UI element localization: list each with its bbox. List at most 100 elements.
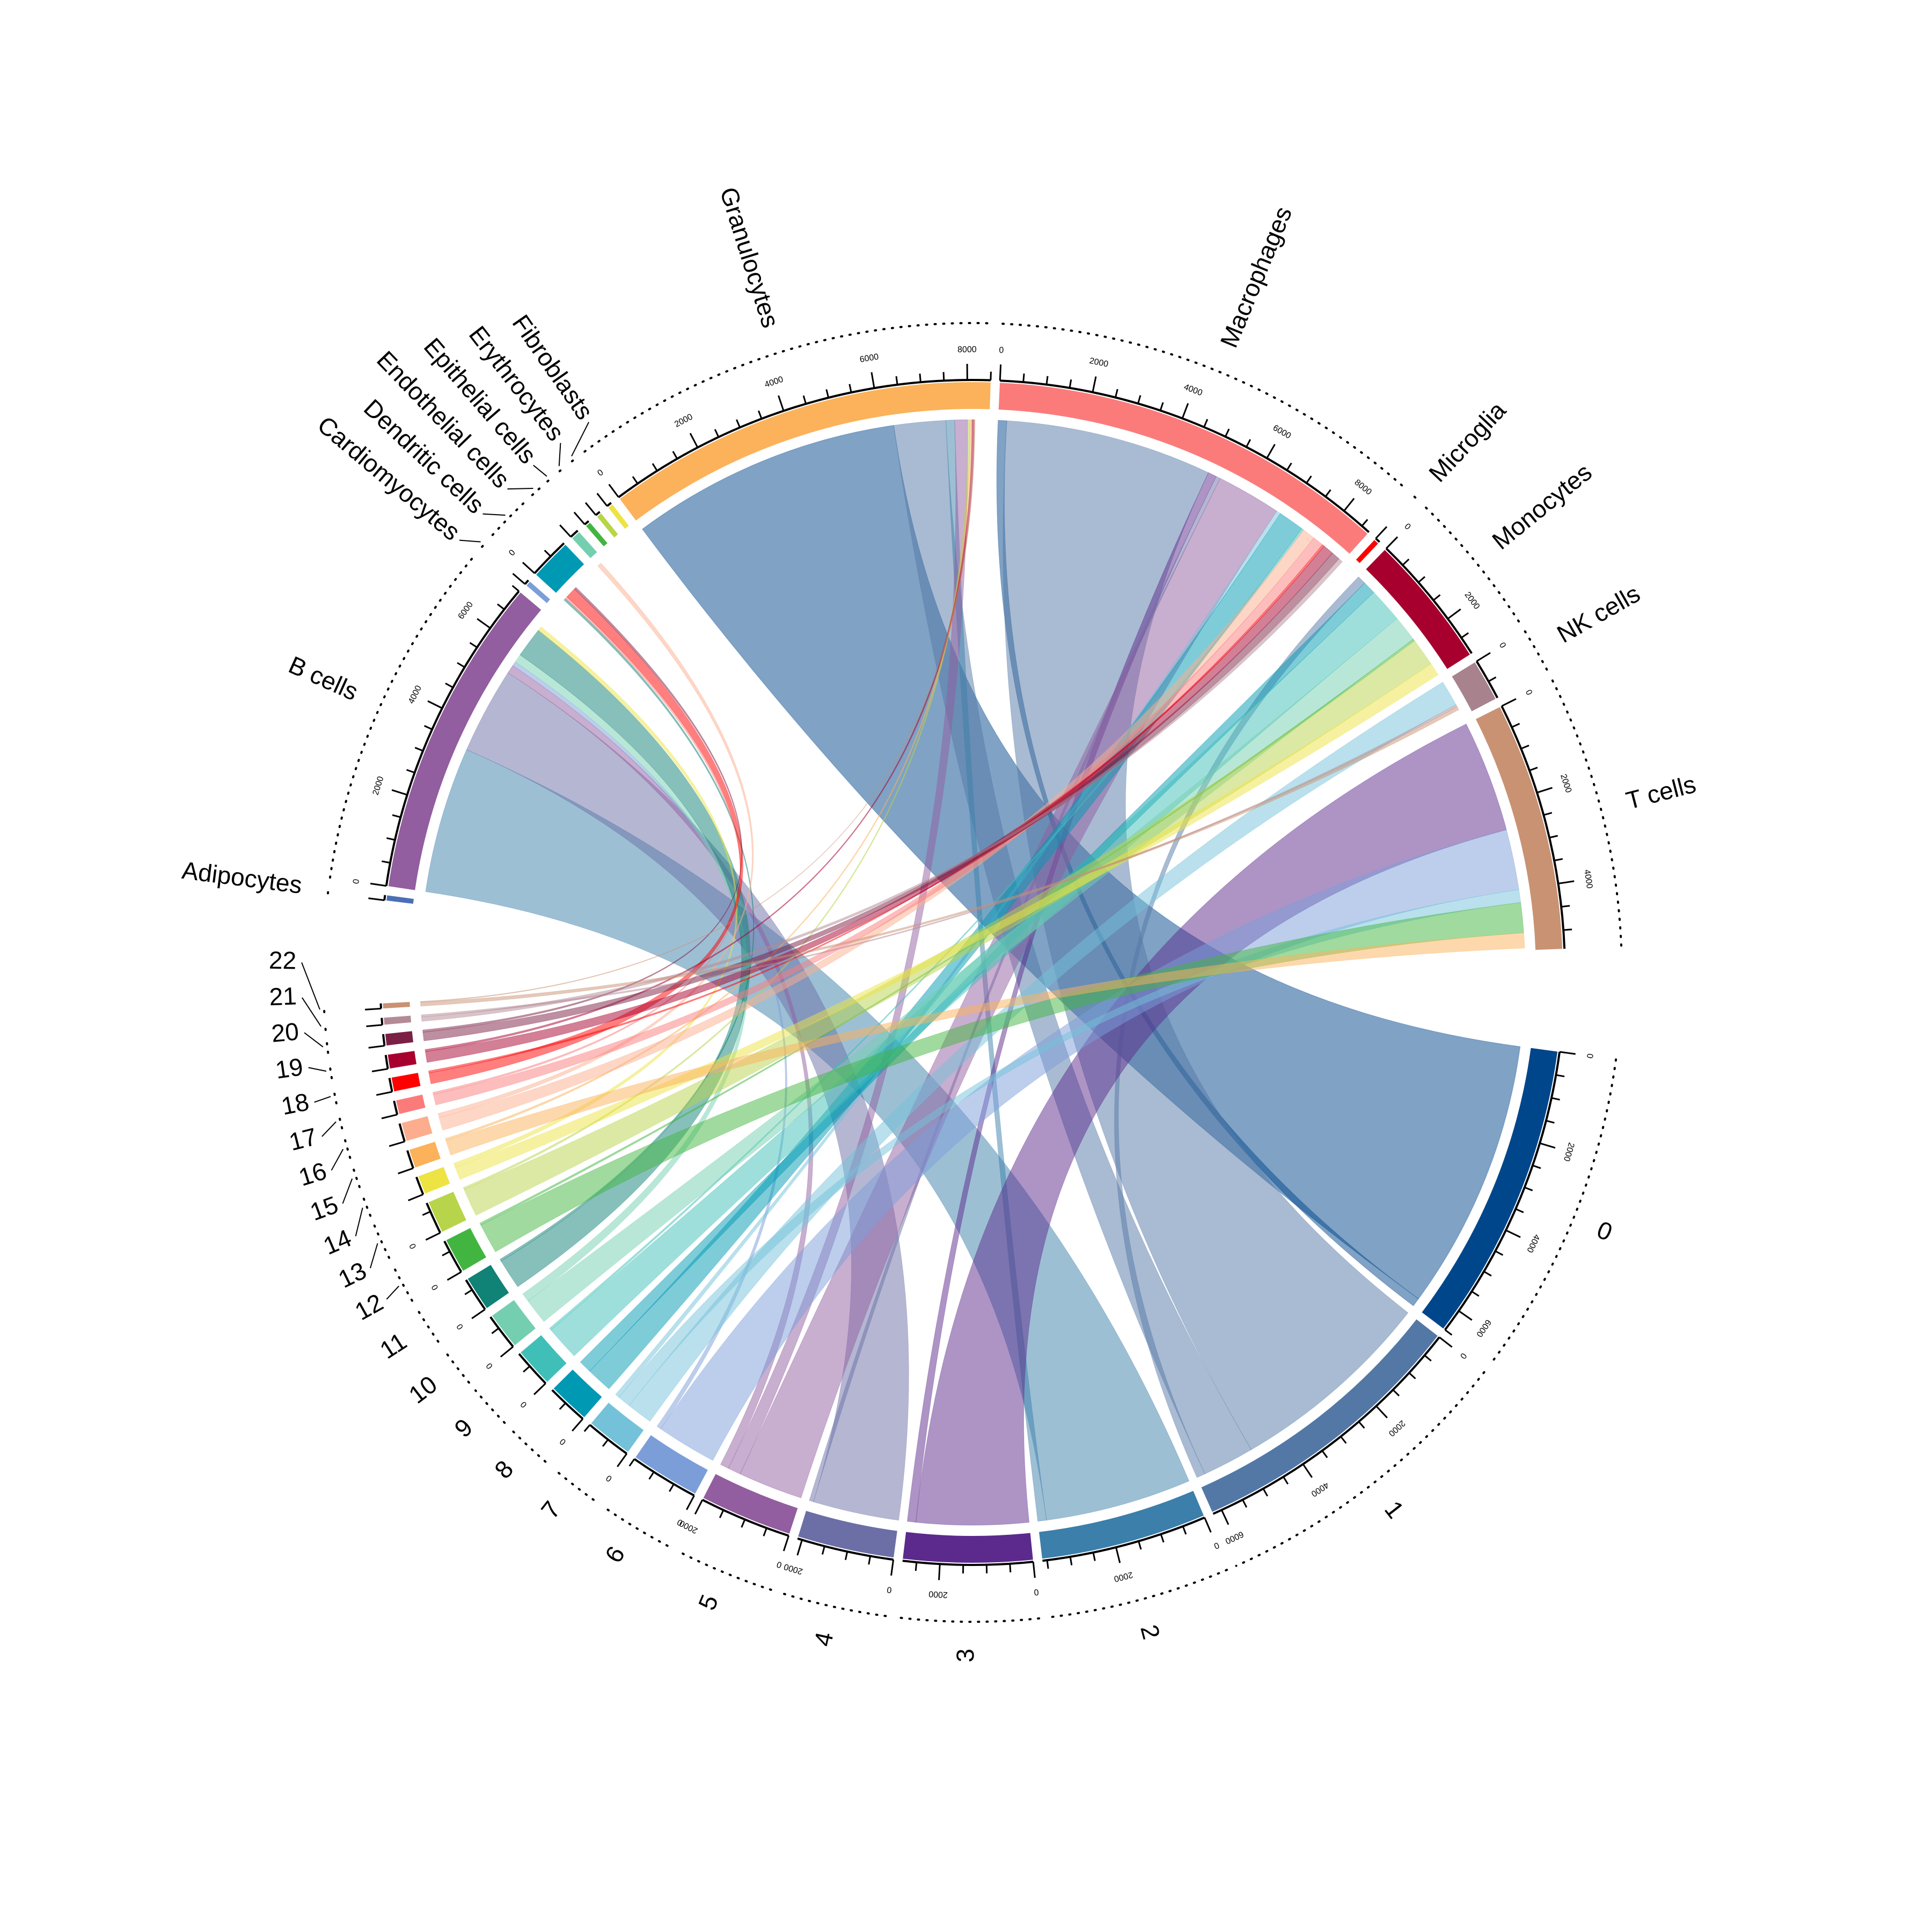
sector-arc [798, 1511, 897, 1558]
sector-arc [553, 1370, 602, 1417]
tick-label: 2000 [1558, 773, 1573, 794]
link-3-macrophages [906, 472, 1217, 1523]
sector-arc [597, 513, 618, 538]
link-11-b-cells [500, 630, 751, 1287]
axis-tick [1092, 376, 1097, 393]
axis-tick [802, 395, 807, 404]
tick-label: 0 [558, 1437, 568, 1447]
sector-6: 0 [601, 1435, 708, 1547]
axis-tick [686, 1495, 695, 1510]
sector-axis [606, 502, 612, 507]
axis-tick [398, 1167, 414, 1175]
sector-label-20: 20 [270, 1017, 300, 1047]
tick-label: 0 [1212, 1540, 1220, 1550]
tick-label: 0 [352, 879, 361, 884]
axis-tick [1549, 835, 1558, 839]
sector-21 [324, 1015, 412, 1031]
axis-tick [544, 550, 552, 557]
sector-16 [343, 1116, 433, 1159]
axis-tick [1536, 787, 1553, 794]
axis-tick [408, 1194, 423, 1202]
sector-15 [352, 1141, 441, 1188]
axis-tick [1159, 402, 1164, 411]
link-21-macrophages [421, 558, 1343, 1022]
link-17-macrophages [433, 537, 1323, 1106]
tick-label: 2000 [1462, 590, 1481, 611]
percent-ring [510, 1429, 547, 1463]
axis-tick [895, 376, 898, 385]
axis-tick [381, 1114, 398, 1119]
tick-label: 0 [507, 548, 517, 558]
axis-tick [477, 618, 491, 629]
link-13-monocytes [464, 640, 1432, 1216]
sector-label-7: 7 [536, 1496, 566, 1524]
sector-2: 0 2000 [1039, 1491, 1228, 1619]
tick-label: 4000 [407, 684, 423, 706]
percent-ring [1001, 323, 1408, 491]
percent-ring [325, 1039, 330, 1054]
axis-tick [445, 683, 453, 689]
axis-tick [497, 603, 505, 610]
sector-dendritic-cells: 0 [491, 501, 584, 593]
axis-tick [1375, 526, 1388, 539]
percent-ring [323, 1005, 326, 1013]
sector-8: 0 [510, 1370, 602, 1463]
sector-arc [1452, 662, 1496, 712]
link-16-macrophages [438, 529, 1315, 1131]
axis-tick [736, 419, 741, 428]
sector-fibroblasts [570, 456, 629, 529]
sector-arc [383, 1001, 410, 1009]
axis-tick [1458, 1310, 1473, 1321]
sector-microglia [1356, 495, 1420, 564]
axis-tick [648, 1471, 655, 1480]
axis-tick [1524, 1187, 1533, 1191]
label-leader-line [314, 1096, 331, 1103]
label-leader-line [459, 539, 481, 543]
sector-axis [797, 1537, 894, 1561]
tick-label: 2000 [928, 1589, 948, 1599]
axis-tick [1115, 389, 1118, 398]
axis-tick [778, 395, 785, 412]
sector-13: 0 [373, 1191, 466, 1259]
percent-ring [1413, 495, 1420, 502]
axis-tick [386, 837, 396, 841]
sector-label-macrophages: Macrophages [1214, 202, 1297, 352]
label-leader-line [355, 1208, 363, 1236]
axis-tick [366, 1024, 383, 1027]
axis-tick [559, 524, 572, 538]
sector-axis [584, 520, 590, 525]
sector-label-21: 21 [269, 982, 297, 1011]
sector-arc [396, 1094, 426, 1114]
axis-tick [389, 1140, 405, 1147]
axis-tick [424, 725, 433, 730]
axis-tick [1543, 811, 1553, 816]
axis-tick [1160, 1534, 1165, 1543]
sector-label-monocytes: Monocytes [1487, 458, 1597, 555]
axis-tick [584, 502, 597, 516]
link-19-macrophages [425, 545, 1333, 1063]
tick-label: 6000 [1474, 1318, 1492, 1338]
sector-axis [398, 1123, 406, 1142]
axis-tick [1032, 1562, 1036, 1578]
chord-links [420, 419, 1525, 1526]
sector-label-t-cells: T cells [1623, 770, 1699, 814]
sector-t-cells: 0 2000 4000 [1475, 679, 1623, 950]
label-leader-line [386, 1285, 400, 1300]
sector-label-2: 2 [1135, 1622, 1166, 1642]
sector-arc [591, 1402, 644, 1452]
axis-tick [1476, 652, 1491, 662]
axis-tick [1559, 1051, 1576, 1055]
sector-arc [388, 592, 541, 890]
tick-label: 2000 [371, 775, 386, 796]
percent-ring [779, 1592, 887, 1618]
percent-ring [328, 1062, 333, 1079]
tick-label: 0 [1458, 1351, 1468, 1361]
tick-label: 4000 [764, 375, 785, 390]
label-leader-line [482, 513, 506, 516]
link-14-b-cells [453, 626, 738, 1168]
sector-axis [902, 1560, 1034, 1566]
axis-tick [942, 372, 945, 381]
axis-tick [583, 1424, 591, 1432]
axis-tick [1529, 766, 1538, 772]
